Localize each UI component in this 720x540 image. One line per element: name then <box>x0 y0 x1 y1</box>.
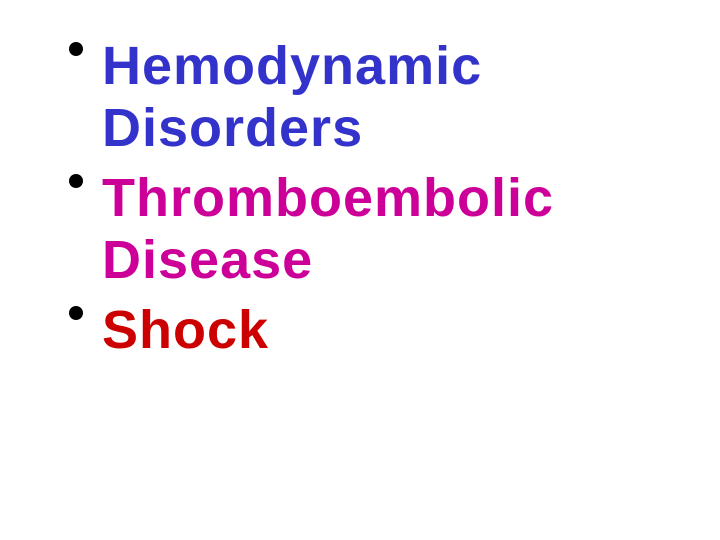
bullet-icon <box>69 306 83 320</box>
list-item: Shock <box>60 299 660 361</box>
bullet-icon <box>69 174 83 188</box>
bullet-text: Shock <box>102 300 269 360</box>
bullet-icon <box>69 42 83 56</box>
bullet-list: Hemodynamic Disorders Thromboembolic Dis… <box>60 35 660 361</box>
list-item: Thromboembolic Disease <box>60 167 660 291</box>
bullet-text: Hemodynamic Disorders <box>102 36 482 158</box>
bullet-text: Thromboembolic Disease <box>102 168 554 290</box>
list-item: Hemodynamic Disorders <box>60 35 660 159</box>
